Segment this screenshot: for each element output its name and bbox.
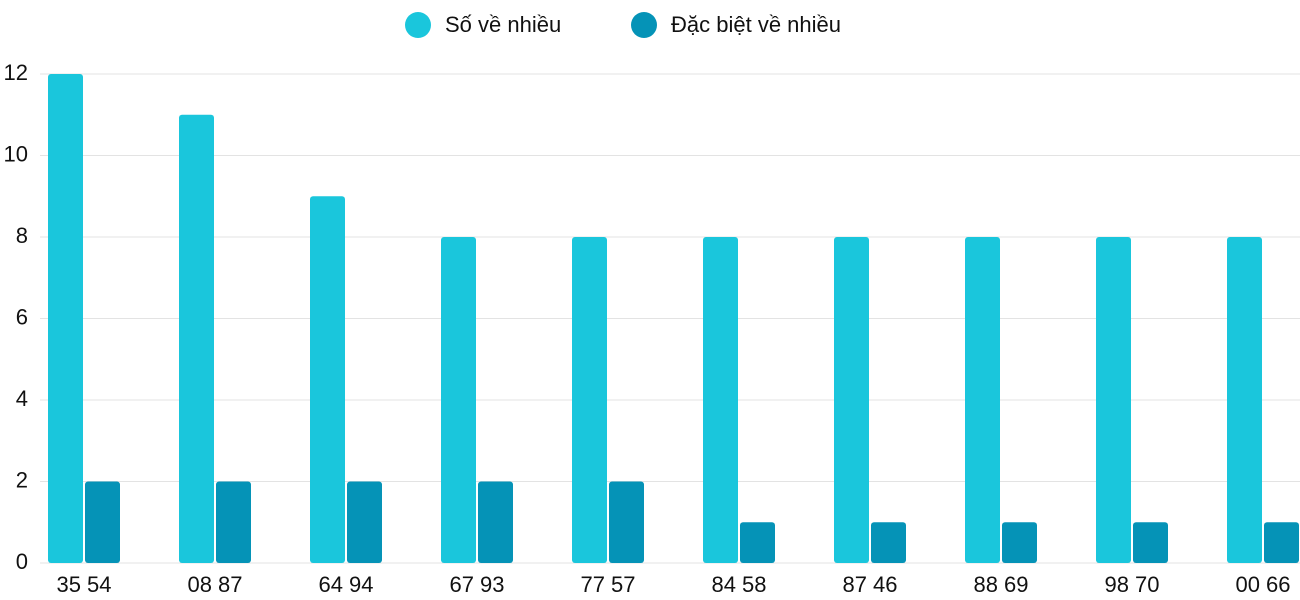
bar xyxy=(1133,522,1168,563)
bar xyxy=(965,237,1000,563)
x-tick-label: 77 57 xyxy=(580,572,635,597)
y-tick-label: 6 xyxy=(16,304,28,329)
legend-label: Số về nhiều xyxy=(445,12,561,37)
bar xyxy=(1002,522,1037,563)
x-tick-label: 67 93 xyxy=(449,572,504,597)
legend-label: Đặc biệt về nhiều xyxy=(671,12,841,37)
x-tick-label: 08 87 xyxy=(187,572,242,597)
bar xyxy=(1227,237,1262,563)
y-tick-label: 12 xyxy=(4,60,28,85)
bar xyxy=(179,114,214,563)
bar xyxy=(310,196,345,563)
y-tick-label: 2 xyxy=(16,467,28,492)
bar xyxy=(48,74,83,563)
x-tick-label: 35 54 xyxy=(56,572,111,597)
bar xyxy=(609,481,644,563)
bar xyxy=(740,522,775,563)
y-tick-label: 0 xyxy=(16,549,28,574)
bar xyxy=(871,522,906,563)
bar xyxy=(85,481,120,563)
bar xyxy=(572,237,607,563)
bar xyxy=(1264,522,1299,563)
x-tick-label: 64 94 xyxy=(318,572,373,597)
legend-marker xyxy=(631,12,657,38)
x-tick-label: 84 58 xyxy=(711,572,766,597)
x-tick-label: 00 66 xyxy=(1235,572,1290,597)
bar xyxy=(1096,237,1131,563)
legend-marker xyxy=(405,12,431,38)
x-tick-label: 87 46 xyxy=(842,572,897,597)
y-tick-label: 4 xyxy=(16,386,28,411)
bar xyxy=(441,237,476,563)
bar xyxy=(703,237,738,563)
bar xyxy=(834,237,869,563)
bar xyxy=(347,481,382,563)
bar xyxy=(216,481,251,563)
x-tick-label: 88 69 xyxy=(973,572,1028,597)
y-tick-label: 10 xyxy=(4,141,28,166)
x-tick-label: 98 70 xyxy=(1104,572,1159,597)
bar xyxy=(478,481,513,563)
y-tick-label: 8 xyxy=(16,223,28,248)
